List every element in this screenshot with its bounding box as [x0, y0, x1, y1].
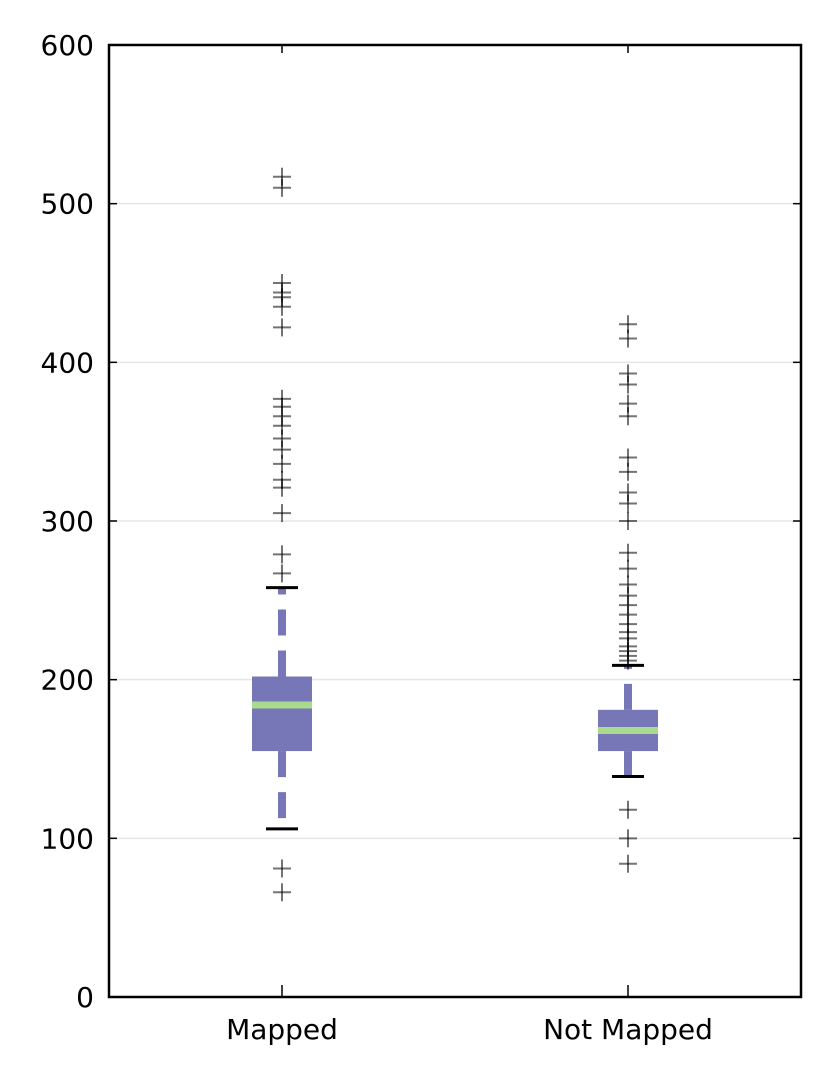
outlier-marker	[273, 274, 291, 292]
y-tick-label: 200	[41, 664, 94, 697]
outlier-marker	[273, 167, 291, 186]
y-tick-label: 400	[41, 346, 94, 379]
outlier-marker	[619, 829, 637, 848]
box-group-not-mapped	[598, 315, 658, 873]
outlier-marker	[273, 859, 291, 878]
y-tick-label: 500	[41, 188, 94, 221]
box-group-mapped	[252, 167, 312, 902]
plot-frame	[107, 43, 803, 999]
outlier-marker	[273, 470, 291, 489]
outlier-marker	[619, 364, 637, 383]
x-tick-label: Mapped	[226, 1013, 338, 1046]
grid-layer	[109, 202, 801, 840]
outlier-marker	[619, 483, 637, 502]
outlier-marker	[619, 575, 637, 594]
outlier-marker	[619, 315, 637, 334]
box-layer	[252, 167, 658, 902]
x-tick-label: Not Mapped	[543, 1013, 713, 1046]
y-tick-label: 300	[41, 505, 94, 538]
outlier-marker	[619, 800, 637, 819]
outlier-marker	[273, 883, 291, 902]
outlier-marker	[273, 545, 291, 564]
outlier-marker	[273, 564, 291, 583]
outlier-marker	[273, 389, 291, 408]
y-tick-label: 0	[76, 981, 94, 1014]
outlier-marker	[273, 318, 291, 337]
y-tick-label: 100	[41, 822, 94, 855]
outlier-marker	[619, 512, 637, 530]
y-tick-label: 600	[41, 29, 94, 62]
tick-layer: 0 100 200 300 400 500 600 Mapped Not Mapped	[41, 29, 801, 1046]
outlier-marker	[619, 543, 637, 562]
outlier-marker	[619, 448, 637, 467]
outlier-marker	[619, 394, 637, 413]
outlier-marker	[619, 559, 637, 578]
outlier-marker	[619, 854, 637, 873]
box-iqr	[252, 676, 312, 752]
outlier-marker	[273, 504, 291, 523]
